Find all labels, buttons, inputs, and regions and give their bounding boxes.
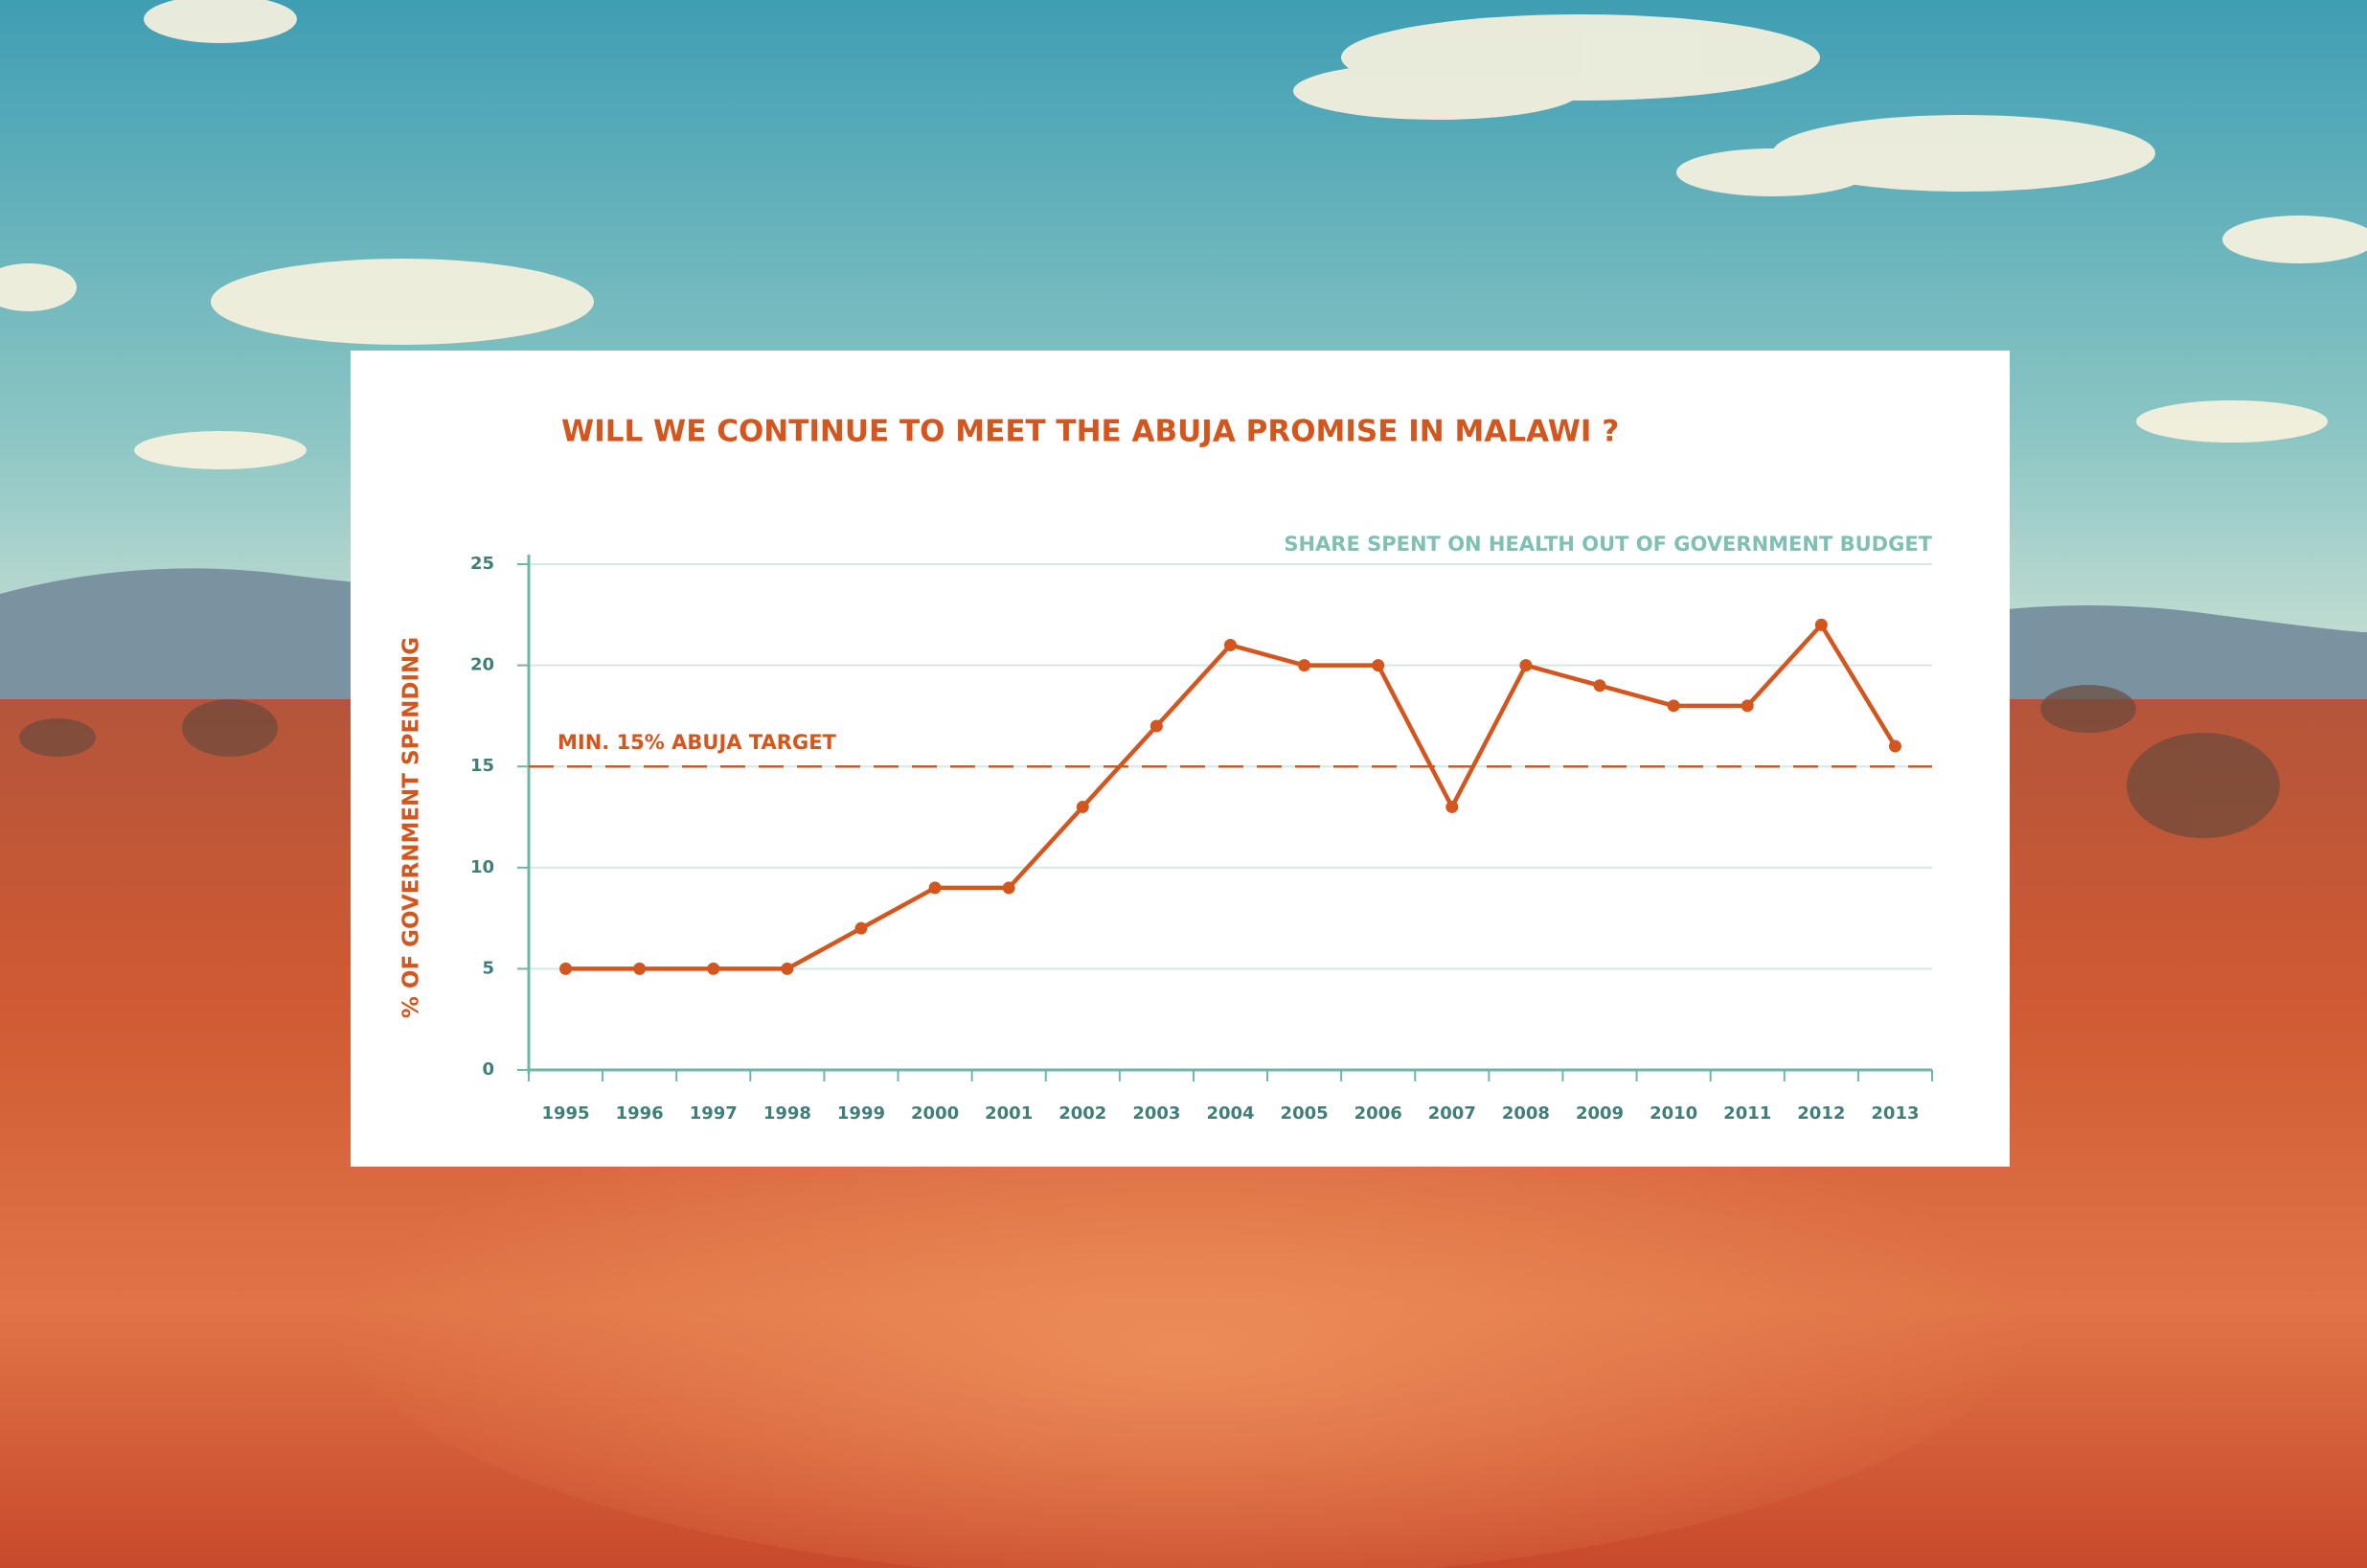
x-tick-label: 1997 bbox=[690, 1103, 738, 1124]
reference-label: MIN. 15% ABUJA TARGET bbox=[558, 731, 837, 754]
data-point bbox=[559, 962, 573, 975]
y-tick-label: 10 bbox=[470, 857, 494, 877]
x-tick-label: 2009 bbox=[1576, 1103, 1624, 1124]
y-tick-label: 15 bbox=[470, 756, 494, 776]
x-tick-label: 2006 bbox=[1354, 1103, 1402, 1124]
data-point bbox=[854, 921, 868, 935]
x-tick-label: 2007 bbox=[1428, 1103, 1476, 1124]
y-axis-label: % OF GOVERNMENT SPENDING bbox=[399, 637, 424, 1018]
series-label: SHARE SPENT ON HEALTH OUT OF GOVERNMENT … bbox=[1284, 533, 1932, 556]
x-tick-label: 2000 bbox=[911, 1103, 959, 1124]
data-point bbox=[1149, 719, 1163, 733]
data-point bbox=[633, 962, 647, 975]
x-tick-label: 2012 bbox=[1797, 1103, 1845, 1124]
x-tick-label: 1996 bbox=[616, 1103, 664, 1124]
x-tick-label: 2001 bbox=[985, 1103, 1033, 1124]
chart-panel bbox=[351, 351, 2010, 1167]
data-point bbox=[928, 881, 942, 895]
x-tick-label: 2004 bbox=[1206, 1103, 1254, 1124]
data-point bbox=[1667, 699, 1680, 713]
data-point bbox=[707, 962, 720, 975]
x-tick-label: 1995 bbox=[541, 1103, 589, 1124]
x-tick-label: 2010 bbox=[1650, 1103, 1697, 1124]
x-tick-label: 2013 bbox=[1871, 1103, 1919, 1124]
data-point bbox=[1814, 618, 1828, 631]
data-point bbox=[781, 962, 794, 975]
data-point bbox=[1888, 739, 1901, 753]
x-tick-label: 2008 bbox=[1502, 1103, 1550, 1124]
x-tick-label: 1999 bbox=[837, 1103, 885, 1124]
y-tick-label: 25 bbox=[470, 554, 494, 574]
data-point bbox=[1741, 699, 1754, 713]
chart-title: WILL WE CONTINUE TO MEET THE ABUJA PROMI… bbox=[561, 415, 1619, 449]
y-tick-label: 5 bbox=[482, 958, 494, 978]
x-tick-label: 2002 bbox=[1058, 1103, 1106, 1124]
x-tick-label: 2003 bbox=[1132, 1103, 1180, 1124]
y-tick-label: 0 bbox=[482, 1059, 494, 1079]
data-point bbox=[1076, 800, 1089, 813]
data-point bbox=[1298, 659, 1311, 672]
x-tick-label: 1998 bbox=[763, 1103, 811, 1124]
data-point bbox=[1002, 881, 1015, 895]
data-point bbox=[1593, 679, 1606, 693]
data-point bbox=[1372, 659, 1385, 672]
data-point bbox=[1519, 659, 1533, 672]
x-tick-label: 2005 bbox=[1281, 1103, 1329, 1124]
y-tick-label: 20 bbox=[470, 655, 494, 675]
x-tick-label: 2011 bbox=[1723, 1103, 1771, 1124]
data-point bbox=[1224, 638, 1237, 651]
data-point bbox=[1445, 800, 1459, 813]
